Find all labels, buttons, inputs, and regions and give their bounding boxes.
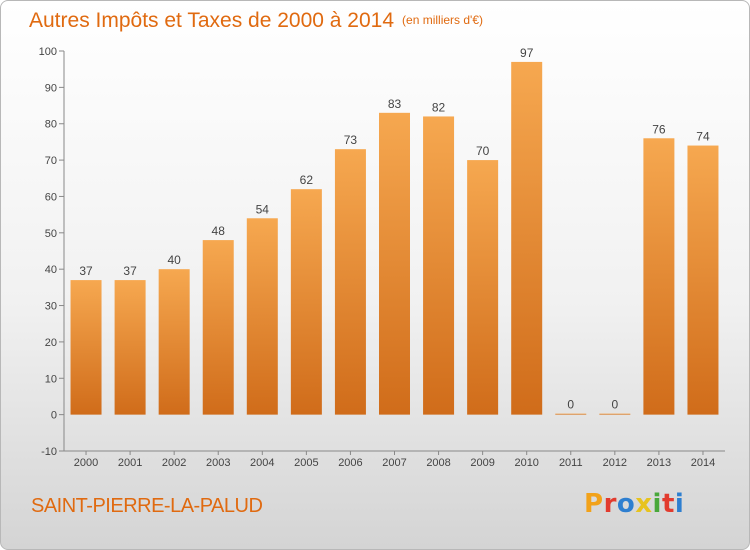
data-label: 62: [300, 173, 314, 187]
data-label: 0: [611, 398, 618, 412]
bar: [202, 240, 234, 415]
logo-letter: r: [603, 489, 617, 519]
logo-letter: x: [635, 489, 653, 519]
y-tick-label: 80: [45, 119, 57, 131]
bar: [643, 138, 675, 415]
x-tick-label: 2002: [162, 457, 186, 469]
x-tick-label: 2012: [603, 457, 627, 469]
x-tick-label: 2010: [514, 457, 538, 469]
bar: [114, 280, 146, 415]
chart-title: Autres Impôts et Taxes de 2000 à 2014 (en…: [29, 9, 483, 33]
y-tick-label: 60: [45, 191, 57, 203]
bar: [687, 145, 719, 415]
x-tick-label: 2014: [691, 457, 715, 469]
logo-letter: P: [584, 489, 604, 519]
commune-name: SAINT-PIERRE-LA-PALUD: [31, 495, 263, 517]
bar: [467, 160, 499, 415]
data-label: 54: [256, 202, 270, 216]
bar: [70, 280, 102, 415]
logo-letter: o: [616, 489, 636, 519]
data-label: 82: [432, 100, 446, 114]
y-tick-label: 100: [39, 46, 57, 58]
y-tick-label: 70: [45, 155, 57, 167]
bar: [246, 218, 278, 415]
y-tick-label: 10: [45, 373, 57, 385]
chart-title-text: Autres Impôts et Taxes de 2000 à 2014: [29, 9, 395, 32]
y-tick-label: -10: [41, 446, 57, 458]
bar: [290, 189, 322, 415]
bar: [334, 149, 366, 415]
bar: [555, 413, 587, 415]
bar: [511, 61, 543, 415]
x-tick-label: 2007: [382, 457, 406, 469]
y-tick-label: 30: [45, 301, 57, 313]
data-label: 40: [167, 253, 181, 267]
y-tick-label: 0: [51, 410, 57, 422]
proxiti-logo[interactable]: Proxiti: [584, 489, 684, 519]
data-label: 48: [212, 224, 226, 238]
x-tick-label: 2009: [470, 457, 494, 469]
x-tick-label: 2013: [647, 457, 671, 469]
x-tick-label: 2001: [118, 457, 142, 469]
logo-letter: i: [652, 489, 662, 519]
logo-letter: i: [674, 489, 685, 519]
x-tick-label: 2005: [294, 457, 318, 469]
bar: [423, 116, 455, 415]
y-tick-label: 50: [45, 228, 57, 240]
x-tick-label: 2000: [74, 457, 98, 469]
y-tick-label: 90: [45, 82, 57, 94]
data-label: 97: [520, 46, 534, 60]
data-label: 83: [388, 97, 402, 111]
x-tick-label: 2011: [559, 457, 583, 469]
data-label: 0: [567, 398, 574, 412]
data-label: 76: [652, 122, 666, 136]
chart-unit: (en milliers d'€): [402, 13, 484, 27]
x-tick-label: 2004: [250, 457, 274, 469]
data-label: 70: [476, 144, 490, 158]
data-label: 37: [123, 264, 137, 278]
data-label: 37: [79, 264, 93, 278]
logo-letter: t: [661, 489, 675, 519]
x-tick-label: 2003: [206, 457, 230, 469]
data-label: 74: [696, 130, 710, 144]
y-tick-label: 20: [45, 337, 57, 349]
x-tick-label: 2006: [338, 457, 362, 469]
data-label: 73: [344, 133, 358, 147]
y-tick-label: 40: [45, 264, 57, 276]
bar: [379, 112, 410, 415]
bar: [599, 413, 631, 415]
x-tick-label: 2008: [426, 457, 450, 469]
bar: [158, 269, 190, 415]
